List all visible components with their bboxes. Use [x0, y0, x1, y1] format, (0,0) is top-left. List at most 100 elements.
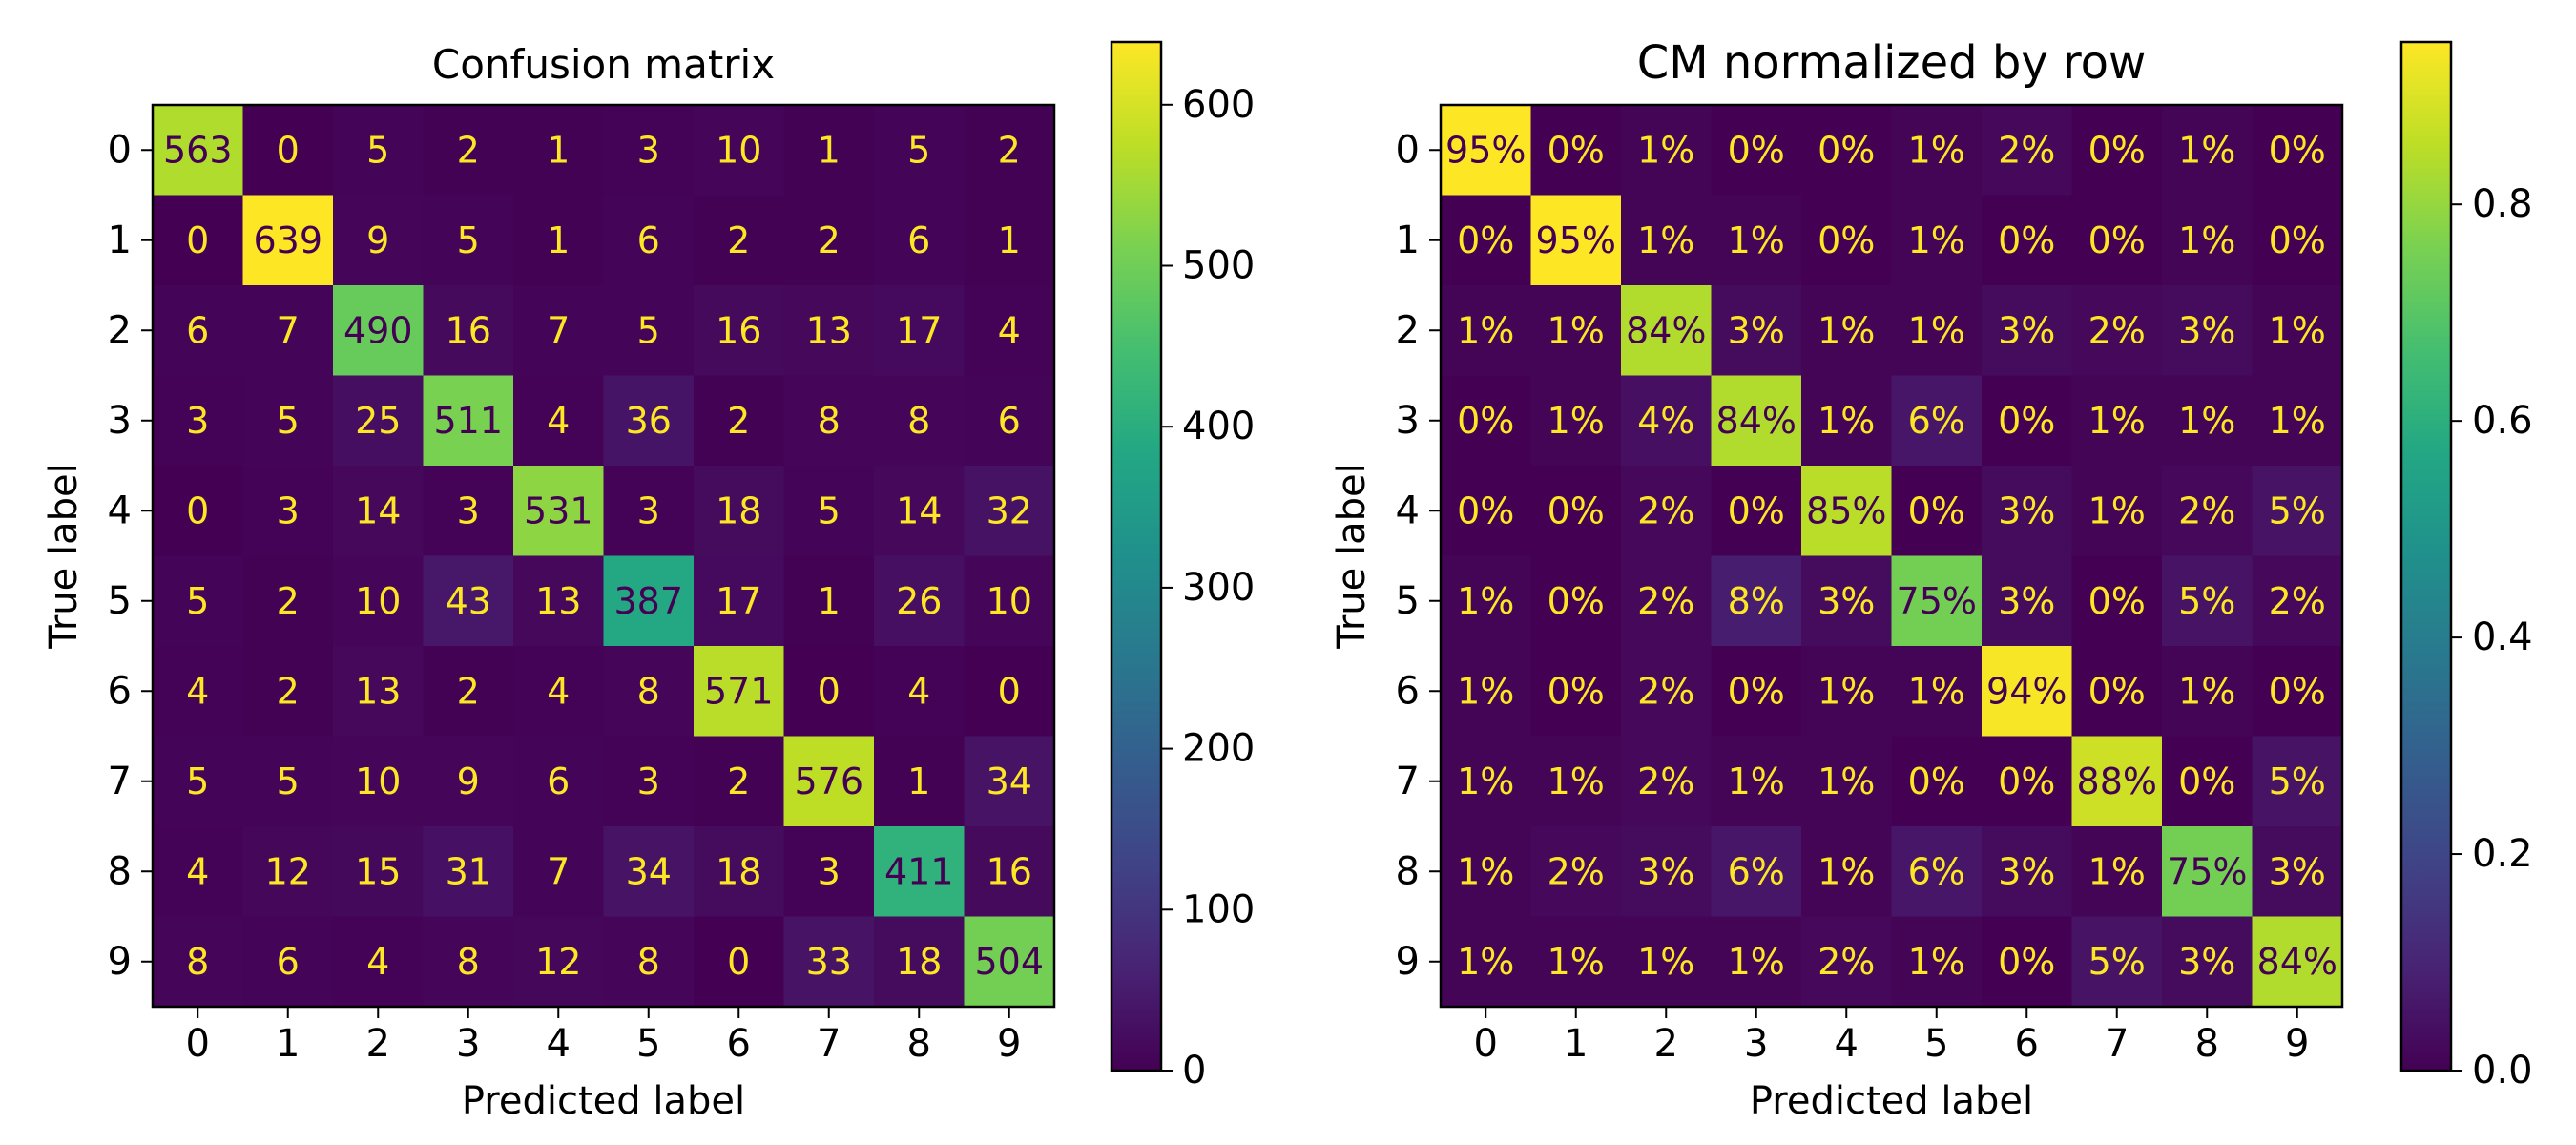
heatmap-cell-r4-c1 [242, 466, 334, 556]
heatmap-cell-r7-c4 [1801, 736, 1892, 827]
cell-label-r5-c3: 8% [1728, 580, 1785, 622]
heatmap-cell-r7-c0 [1441, 736, 1531, 827]
cell-label-r4-c2: 2% [1637, 489, 1694, 531]
x-tick-label-5: 5 [636, 1022, 660, 1066]
heatmap-cell-r1-c7 [783, 195, 875, 286]
cell-label-r4-c4: 85% [1806, 489, 1886, 531]
colorbar [1111, 42, 1161, 1071]
cell-label-r6-c4: 1% [1818, 670, 1875, 712]
heatmap-cell-r4-c2 [1621, 466, 1712, 556]
cell-label-r3-c1: 1% [1548, 400, 1605, 442]
heatmap-cell-r2-c3 [423, 285, 514, 376]
cell-label-r0-c0: 95% [1445, 129, 1526, 171]
heatmap-cell-r1-c6 [694, 195, 784, 286]
cell-label-r9-c7: 33 [806, 941, 852, 983]
heatmap-cell-r4-c8 [2162, 466, 2253, 556]
cell-label-r7-c7: 576 [794, 760, 863, 802]
y-tick-label-8: 8 [108, 849, 132, 893]
cell-label-r8-c8: 411 [884, 850, 954, 892]
heatmap-cell-r8-c5 [1891, 826, 1983, 917]
heatmap-cell-r7-c7 [783, 736, 875, 827]
heatmap-cell-r8-c1 [1530, 826, 1622, 917]
cell-label-r5-c9: 2% [2269, 580, 2326, 622]
heatmap-cell-r5-c6 [1982, 555, 2072, 647]
cell-label-r6-c9: 0% [2269, 670, 2326, 712]
heatmap-cell-r2-c7 [2071, 285, 2163, 376]
cell-label-r8-c0: 4 [186, 850, 209, 892]
heatmap-cell-r7-c8 [874, 736, 965, 827]
heatmap-cell-r4-c9 [964, 466, 1055, 556]
cell-label-r8-c2: 3% [1637, 850, 1694, 892]
heatmap-cell-r3-c2 [333, 375, 424, 467]
cell-label-r6-c1: 0% [1548, 670, 1605, 712]
heatmap-cell-r3-c4 [513, 375, 604, 467]
cell-label-r9-c9: 84% [2257, 941, 2337, 983]
heatmap-cell-r4-c6 [1982, 466, 2072, 556]
cell-label-r1-c9: 0% [2269, 219, 2326, 261]
heatmap-cell-r1-c4 [513, 195, 604, 286]
cell-label-r2-c3: 16 [446, 309, 491, 351]
heatmap-cell-r4-c0 [153, 466, 243, 556]
heatmap-cell-r1-c3 [423, 195, 514, 286]
heatmap-cell-r0-c9 [964, 105, 1055, 196]
x-axis-label: Predicted label [1750, 1079, 2033, 1123]
x-tick-label-6: 6 [727, 1022, 751, 1066]
cell-label-r7-c6: 0% [1998, 760, 2055, 802]
cell-label-r1-c2: 1% [1637, 219, 1694, 261]
heatmap-cell-r9-c2 [333, 916, 424, 1008]
chart-title: Confusion matrix [432, 41, 775, 88]
cell-label-r0-c3: 0% [1728, 129, 1785, 171]
x-axis-label: Predicted label [462, 1079, 745, 1123]
heatmap-cell-r6-c7 [2071, 646, 2163, 737]
x-tick-label-5: 5 [1924, 1022, 1948, 1066]
cell-label-r6-c2: 2% [1637, 670, 1694, 712]
cell-label-r0-c8: 1% [2178, 129, 2235, 171]
heatmap-cell-r2-c9 [964, 285, 1055, 376]
heatmap-cell-r0-c3 [1711, 105, 1802, 196]
heatmap-cell-r1-c8 [2162, 195, 2253, 286]
cell-label-r8-c4: 1% [1818, 850, 1875, 892]
cell-label-r5-c6: 17 [716, 580, 761, 622]
heatmap-cell-r9-c0 [1441, 916, 1531, 1008]
cell-label-r1-c5: 1% [1908, 219, 1965, 261]
colorbar-tick-label-2: 200 [1182, 727, 1255, 771]
cell-label-r5-c4: 13 [535, 580, 581, 622]
axes-frame [1439, 103, 2344, 1009]
colorbar-tick-label-4: 400 [1182, 405, 1255, 448]
cell-label-r7-c3: 1% [1728, 760, 1785, 802]
cell-label-r1-c5: 6 [637, 219, 660, 261]
heatmap-cell-r5-c3 [423, 555, 514, 647]
cell-label-r8-c1: 12 [265, 850, 311, 892]
cell-label-r8-c3: 31 [446, 850, 491, 892]
heatmap-cell-r9-c3 [1711, 916, 1802, 1008]
cell-label-r3-c8: 1% [2178, 400, 2235, 442]
heatmap-cell-r3-c7 [2071, 375, 2163, 467]
heatmap-cell-r0-c8 [2162, 105, 2253, 196]
y-tick-label-7: 7 [108, 760, 132, 803]
colorbar-tick-label-3: 0.6 [2472, 399, 2533, 443]
heatmap-cell-r3-c2 [1621, 375, 1712, 467]
heatmap-cell-r5-c0 [1441, 555, 1531, 647]
cell-label-r0-c7: 1 [818, 129, 841, 171]
heatmap-cell-r4-c8 [874, 466, 965, 556]
cell-label-r1-c2: 9 [366, 219, 389, 261]
colorbar-tick-label-5: 500 [1182, 243, 1255, 287]
cell-label-r6-c6: 571 [704, 670, 774, 712]
cell-label-r1-c1: 639 [253, 219, 322, 261]
heatmap-cell-r5-c5 [1891, 555, 1983, 647]
heatmap-cell-r1-c5 [603, 195, 695, 286]
heatmap-cell-r2-c4 [1801, 285, 1892, 376]
cell-label-r5-c5: 75% [1897, 580, 1977, 622]
heatmap-cell-r8-c9 [964, 826, 1055, 917]
cell-label-r9-c4: 2% [1818, 941, 1875, 983]
heatmap-cell-r6-c6 [694, 646, 784, 737]
cell-label-r2-c4: 1% [1818, 309, 1875, 351]
heatmap-cell-r1-c7 [2071, 195, 2163, 286]
heatmap-cell-r9-c2 [1621, 916, 1712, 1008]
heatmap-cell-r5-c8 [2162, 555, 2253, 647]
heatmap-cell-r0-c2 [333, 105, 424, 196]
cell-label-r7-c2: 10 [355, 760, 401, 802]
cell-label-r8-c3: 6% [1728, 850, 1785, 892]
heatmap-cell-r6-c2 [1621, 646, 1712, 737]
